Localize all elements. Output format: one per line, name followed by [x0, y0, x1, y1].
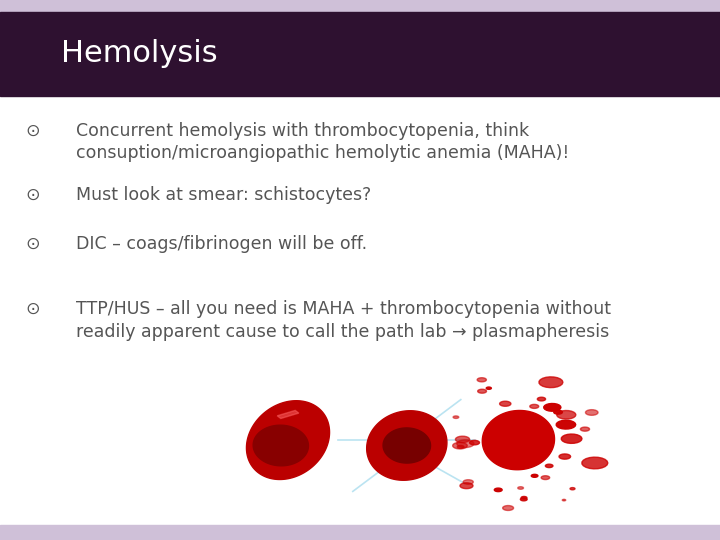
Text: Must look at smear: schistocytes?: Must look at smear: schistocytes? — [76, 186, 371, 204]
Polygon shape — [554, 410, 562, 414]
Polygon shape — [456, 440, 474, 448]
Polygon shape — [557, 420, 576, 429]
Polygon shape — [500, 401, 511, 406]
Polygon shape — [463, 480, 473, 484]
Polygon shape — [495, 488, 502, 491]
Polygon shape — [562, 434, 582, 443]
Polygon shape — [486, 387, 491, 389]
Polygon shape — [477, 389, 487, 393]
Text: ⊙: ⊙ — [25, 300, 40, 318]
Polygon shape — [277, 410, 299, 418]
Polygon shape — [453, 416, 459, 418]
Polygon shape — [460, 483, 473, 489]
Polygon shape — [503, 505, 513, 510]
Polygon shape — [457, 446, 464, 448]
Polygon shape — [539, 377, 563, 388]
Polygon shape — [477, 377, 487, 382]
Polygon shape — [559, 454, 571, 459]
Polygon shape — [541, 476, 549, 480]
Polygon shape — [544, 403, 561, 411]
Polygon shape — [518, 487, 523, 489]
Polygon shape — [366, 411, 447, 480]
Text: DIC – coags/fibrinogen will be off.: DIC – coags/fibrinogen will be off. — [76, 235, 366, 253]
Text: ⊙: ⊙ — [25, 186, 40, 204]
Bar — [0, 525, 720, 540]
Polygon shape — [383, 428, 431, 463]
Polygon shape — [557, 410, 576, 419]
Text: ⊙: ⊙ — [25, 235, 40, 253]
Text: ⊙: ⊙ — [25, 122, 40, 139]
Polygon shape — [546, 464, 553, 468]
Polygon shape — [521, 498, 527, 501]
Text: Hemolysis: Hemolysis — [61, 39, 218, 68]
Polygon shape — [531, 474, 538, 477]
Polygon shape — [562, 500, 566, 501]
Polygon shape — [253, 425, 308, 466]
Polygon shape — [580, 427, 590, 431]
Polygon shape — [444, 441, 446, 442]
Polygon shape — [482, 410, 554, 470]
Polygon shape — [570, 488, 575, 490]
Polygon shape — [585, 410, 598, 415]
Polygon shape — [537, 397, 546, 401]
Bar — [0, 12, 720, 96]
Bar — [0, 96, 720, 525]
Polygon shape — [469, 440, 480, 445]
Polygon shape — [246, 401, 330, 480]
Polygon shape — [453, 442, 467, 449]
Polygon shape — [521, 496, 527, 499]
Polygon shape — [582, 457, 608, 469]
Text: TTP/HUS – all you need is MAHA + thrombocytopenia without
readily apparent cause: TTP/HUS – all you need is MAHA + thrombo… — [76, 300, 611, 341]
Text: Concurrent hemolysis with thrombocytopenia, think
consuption/microangiopathic he: Concurrent hemolysis with thrombocytopen… — [76, 122, 569, 163]
Polygon shape — [456, 436, 469, 443]
Bar — [0, 0, 720, 12]
Polygon shape — [530, 404, 539, 408]
